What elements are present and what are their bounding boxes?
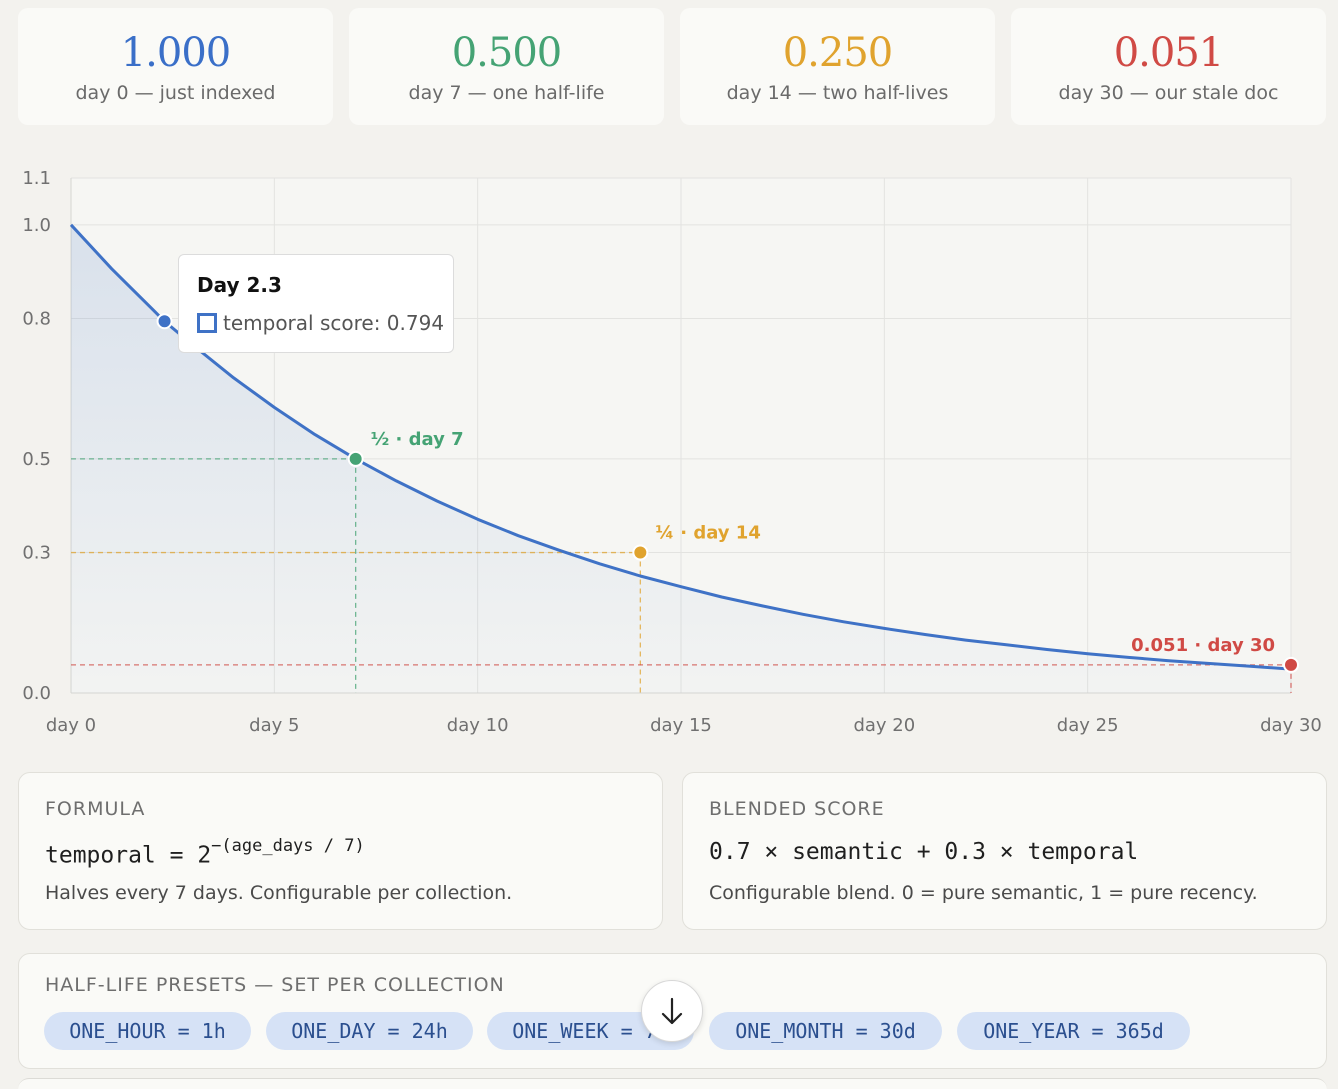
blend-code: 0.7 × semantic + 0.3 × temporal [709, 839, 1139, 865]
stat-label: day 7 — one half-life [408, 82, 605, 104]
marker-point [632, 544, 649, 561]
x-tick-label: day 15 [650, 715, 712, 736]
preset-chip[interactable]: ONE_DAY = 24h [266, 1012, 473, 1050]
formula-card: FORMULA temporal = 2−(age_days / 7) Halv… [18, 772, 663, 930]
stat-row: 1.000 day 0 — just indexed 0.500 day 7 —… [18, 8, 1327, 126]
stat-value: 0.500 [451, 30, 563, 76]
hover-point [156, 313, 173, 330]
stat-card-day-7: 0.500 day 7 — one half-life [349, 8, 664, 125]
formula-heading: FORMULA [45, 798, 146, 820]
preset-chip[interactable]: ONE_MONTH = 30d [709, 1012, 942, 1050]
x-tick-label: day 10 [447, 715, 509, 736]
y-tick-label: 0.5 [22, 449, 51, 470]
blended-score-card: BLENDED SCORE 0.7 × semantic + 0.3 × tem… [682, 772, 1327, 930]
stat-value: 0.051 [1113, 30, 1225, 76]
x-tick-label: day 25 [1057, 715, 1119, 736]
scroll-down-button[interactable] [641, 980, 703, 1042]
stat-label: day 30 — our stale doc [1058, 82, 1279, 104]
formula-base: temporal = 2 [45, 842, 212, 869]
x-tick-label: day 30 [1260, 715, 1322, 736]
y-tick-label: 1.0 [22, 215, 51, 236]
stat-label: day 14 — two half-lives [726, 82, 949, 104]
tooltip-value: temporal score: 0.794 [223, 311, 445, 335]
y-tick-label: 0.3 [22, 543, 51, 564]
y-tick-label: 0.8 [22, 308, 51, 329]
stat-value: 0.250 [782, 30, 894, 76]
decay-chart-svg[interactable]: day 0 day 5 day 10 day 15 day 20 day 25 day 30… [0, 140, 1338, 750]
formula-code: temporal = 2−(age_days / 7) [45, 836, 365, 869]
blend-heading: BLENDED SCORE [709, 798, 885, 820]
presets-heading: HALF-LIFE PRESETS — SET PER COLLECTION [45, 974, 505, 996]
formula-note: Halves every 7 days. Configurable per co… [45, 882, 513, 904]
series-area-fill [71, 224, 1291, 694]
blend-note: Configurable blend. 0 = pure semantic, 1… [709, 882, 1258, 904]
x-tick-label: day 0 [46, 715, 96, 736]
arrow-down-icon [661, 997, 683, 1025]
series-swatch-icon [197, 313, 217, 333]
x-tick-label: day 20 [853, 715, 915, 736]
marker-label: 0.051 · day 30 [1131, 635, 1275, 656]
preset-chip[interactable]: ONE_HOUR = 1h [44, 1012, 251, 1050]
chart-tooltip: Day 2.3 temporal score: 0.794 [178, 254, 454, 353]
y-tick-label: 0.0 [22, 683, 51, 704]
stat-card-day-30: 0.051 day 30 — our stale doc [1011, 8, 1326, 125]
tooltip-title: Day 2.3 [197, 273, 282, 297]
y-tick-label: 1.1 [22, 168, 51, 189]
formula-exponent: −(age_days / 7) [211, 836, 365, 856]
preset-chip[interactable]: ONE_YEAR = 365d [957, 1012, 1190, 1050]
marker-point [1283, 656, 1299, 673]
x-tick-label: day 5 [249, 715, 299, 736]
stat-value: 1.000 [120, 30, 232, 76]
stat-card-day-0: 1.000 day 0 — just indexed [18, 8, 333, 125]
series-line-temporal-score [69, 223, 1292, 671]
decay-chart[interactable]: day 0 day 5 day 10 day 15 day 20 day 25 day 30… [0, 140, 1338, 750]
marker-label: ¼ · day 14 [655, 523, 761, 544]
marker-point [347, 450, 364, 467]
marker-label: ½ · day 7 [371, 429, 464, 450]
stat-card-day-14: 0.250 day 14 — two half-lives [680, 8, 995, 125]
stat-label: day 0 — just indexed [75, 82, 276, 104]
